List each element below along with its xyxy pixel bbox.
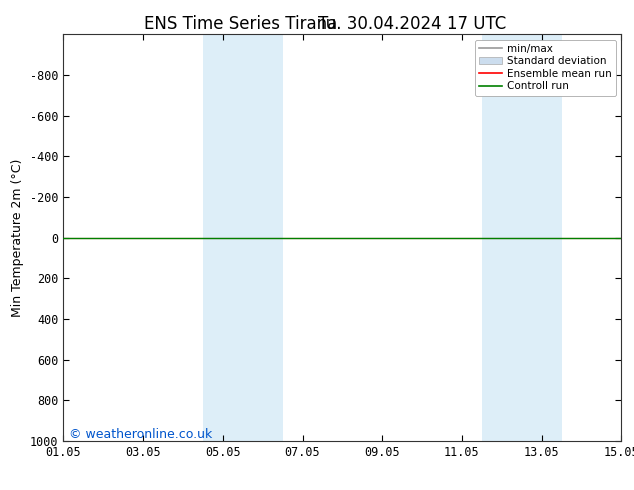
Bar bbox=[482, 34, 562, 441]
Text: Tu. 30.04.2024 17 UTC: Tu. 30.04.2024 17 UTC bbox=[318, 15, 506, 33]
Legend: min/max, Standard deviation, Ensemble mean run, Controll run: min/max, Standard deviation, Ensemble me… bbox=[475, 40, 616, 96]
Text: ENS Time Series Tirana: ENS Time Series Tirana bbox=[145, 15, 337, 33]
Text: © weatheronline.co.uk: © weatheronline.co.uk bbox=[69, 428, 212, 441]
Bar bbox=[203, 34, 283, 441]
Y-axis label: Min Temperature 2m (°C): Min Temperature 2m (°C) bbox=[11, 158, 25, 317]
